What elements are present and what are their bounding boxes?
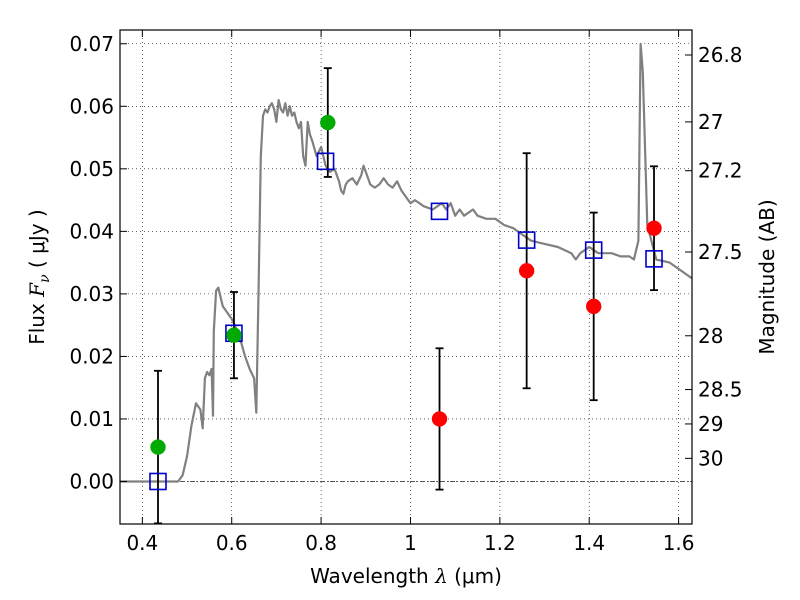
x-tick-label: 1.6 [663, 531, 695, 555]
plot-area [120, 30, 692, 524]
y2-tick-labels: 26.8 27 27.2 27.5 28 28.5 29 30 [698, 43, 743, 470]
y2-tick-label: 28 [698, 324, 723, 348]
y2-tick-label: 27 [698, 110, 723, 134]
model-spectrum-layer [120, 42, 692, 483]
y2-tick-label: 30 [698, 446, 723, 470]
x-tick-label: 0.8 [305, 531, 337, 555]
model-photometry-square [430, 202, 449, 221]
y-axis-title: Flux Fν ( μJy ) [25, 209, 53, 345]
model-photometry-square [316, 152, 335, 171]
x-tick-label: 0.4 [126, 531, 158, 555]
x-tick-label: 1.2 [484, 531, 516, 555]
y-tick-label: 0.06 [69, 94, 114, 118]
y2-tick-label: 27.5 [698, 240, 743, 264]
y2-axis-title: Magnitude (AB) [755, 199, 779, 354]
red-data-point [585, 298, 602, 315]
model-photometry-square [149, 472, 167, 491]
svg-text:Magnitude (AB): Magnitude (AB) [755, 199, 779, 354]
x-tick-label: 0.6 [216, 531, 248, 555]
model-spectrum-line [120, 42, 692, 483]
y-tick-label: 0.03 [69, 282, 114, 306]
y-tick-label: 0.04 [69, 219, 114, 243]
svg-text:Flux Fν ( μJy ): Flux Fν ( μJy ) [25, 209, 53, 345]
grid-lines [120, 30, 692, 524]
red-data-point [431, 411, 448, 427]
y2-tick-label: 29 [698, 412, 723, 436]
x-tick-label: 1 [404, 531, 417, 555]
y2-tick-label: 28.5 [698, 378, 743, 402]
x-tick-labels: 0.4 0.6 0.8 1 1.2 1.4 1.6 [126, 531, 694, 555]
model-photometry-square [584, 241, 603, 259]
axis-ticks [120, 30, 692, 524]
y-tick-label: 0.07 [69, 32, 114, 56]
red-data-point [518, 262, 535, 279]
y-tick-label: 0.00 [69, 469, 114, 493]
y-tick-label: 0.02 [69, 344, 114, 368]
y-tick-label: 0.05 [69, 157, 114, 181]
plot-frame [119, 29, 693, 525]
y-tick-labels: 0.00 0.01 0.02 0.03 0.04 0.05 0.06 0.07 [69, 32, 114, 494]
marker-layer [149, 114, 663, 491]
red-data-point [646, 220, 662, 236]
x-tick-label: 1.4 [573, 531, 605, 555]
y2-tick-label: 26.8 [698, 43, 743, 67]
y-tick-label: 0.01 [69, 407, 114, 431]
model-photometry-square [517, 231, 536, 249]
green-data-point [150, 439, 166, 455]
x-axis-title: Wavelength λ (μm) [310, 564, 502, 588]
y2-tick-label: 27.2 [698, 159, 743, 183]
green-data-point [320, 114, 336, 131]
model-photometry-square [645, 250, 663, 268]
green-data-point [226, 327, 242, 343]
